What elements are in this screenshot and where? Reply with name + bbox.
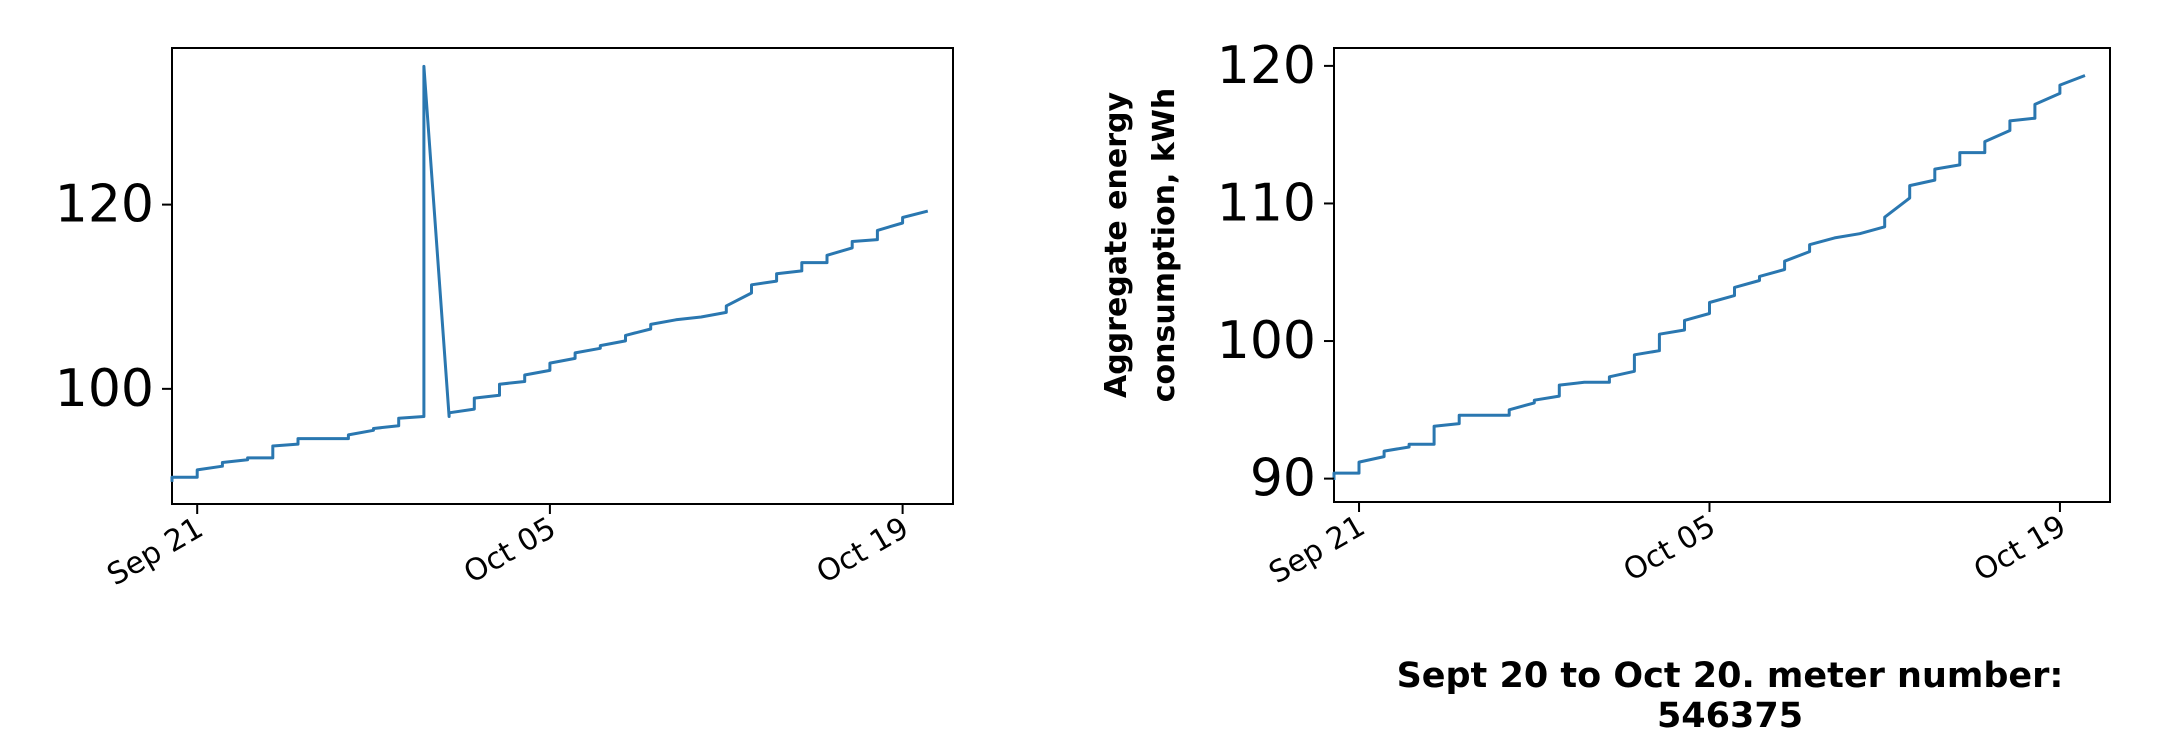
chart-right-ticks: Sep 21 Oct 05 Oct 19 90 100 110 120 [1217, 36, 2072, 591]
y-tick-label: 120 [1217, 36, 1316, 96]
y-tick-label: 120 [55, 175, 154, 235]
y-tick-label: 90 [1250, 449, 1316, 509]
chart-left-frame [171, 47, 954, 505]
y-tick-label: 100 [55, 359, 154, 419]
chart-caption: Sept 20 to Oct 20. meter number: 546375 [1396, 656, 2064, 736]
chart-right-ylabel-line2: consumption, kWh [1147, 88, 1182, 403]
chart-right-ylabel-line1: Aggregate energy [1099, 92, 1134, 398]
x-tick-label: Oct 05 [1618, 509, 1722, 589]
x-tick-label: Sep 21 [1263, 509, 1371, 591]
x-tick-label: Oct 05 [458, 511, 562, 591]
chart-left: Sep 21 Oct 05 Oct 19 100 120 [55, 47, 954, 593]
x-tick-label: Sep 21 [101, 511, 209, 593]
chart-left-series-line [170, 64, 929, 482]
chart-right-frame [1333, 47, 2111, 503]
y-tick-label: 100 [1217, 311, 1316, 371]
chart-right-series-line [1332, 74, 2086, 480]
y-tick-label: 110 [1217, 173, 1316, 233]
chart-right: Sep 21 Oct 05 Oct 19 90 100 110 120 Aggregate … [1099, 36, 2111, 591]
x-tick-label: Oct 19 [1968, 509, 2072, 589]
chart-left-ticks: Sep 21 Oct 05 Oct 19 100 120 [55, 175, 915, 593]
x-tick-label: Oct 19 [811, 511, 915, 591]
